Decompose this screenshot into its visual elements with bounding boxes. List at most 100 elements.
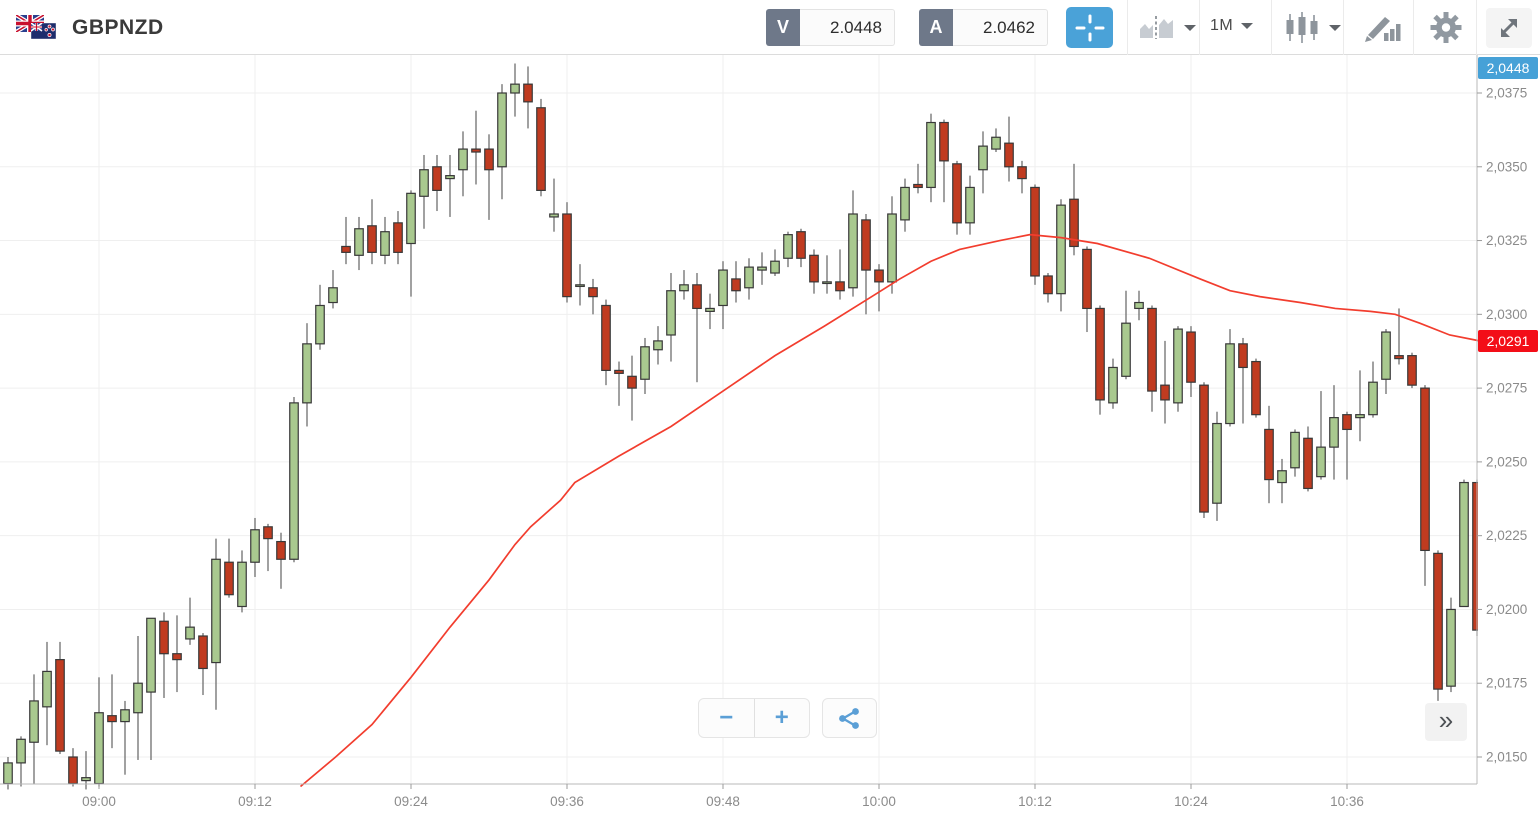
candle <box>1173 326 1183 412</box>
fullscreen-button[interactable] <box>1486 8 1532 48</box>
chevron-down-icon <box>1184 24 1196 31</box>
candle <box>289 396 299 563</box>
y-axis-label: 2,0375 <box>1486 86 1527 101</box>
x-axis-label: 09:24 <box>394 794 428 809</box>
candle <box>614 361 624 406</box>
zoom-controls: − + <box>698 698 810 738</box>
sell-label: V <box>766 9 800 46</box>
candle <box>926 113 936 203</box>
candle <box>692 273 702 383</box>
zoom-in-button[interactable]: + <box>774 704 789 731</box>
candle <box>1433 550 1443 701</box>
candle <box>770 249 780 276</box>
candle <box>1147 305 1157 412</box>
zoom-out-button[interactable]: − <box>719 704 734 731</box>
toolbar-separator <box>1271 0 1272 55</box>
candle <box>1264 405 1274 504</box>
sell-price: 2.0448 <box>800 9 895 46</box>
candle <box>757 252 767 285</box>
candle <box>1056 199 1066 312</box>
candle <box>796 228 806 268</box>
candle <box>458 131 468 197</box>
candlestick-chart-icon <box>1286 12 1318 43</box>
timeframe-selector[interactable]: 1M <box>1210 17 1254 35</box>
crosshair-icon <box>1075 14 1104 41</box>
candle <box>1342 411 1352 480</box>
candle <box>198 633 208 696</box>
candle <box>133 636 143 760</box>
candle <box>1381 329 1391 395</box>
candle <box>471 110 481 185</box>
buy-price: 2.0462 <box>953 9 1048 46</box>
y-axis-label: 2,0350 <box>1486 159 1527 174</box>
candle <box>705 293 715 330</box>
x-axis-label: 09:12 <box>238 794 272 809</box>
crosshair-tool-button[interactable] <box>1066 7 1113 48</box>
nz-flag-icon <box>31 23 56 39</box>
candle <box>1121 290 1131 380</box>
candle <box>861 213 871 315</box>
instrument-flags <box>16 13 66 43</box>
candle <box>783 231 793 268</box>
y-axis-label: 2,0150 <box>1486 749 1527 764</box>
candle <box>354 216 364 271</box>
chart-settings-button[interactable] <box>1428 10 1464 45</box>
candle <box>1303 426 1313 492</box>
candle <box>653 326 663 365</box>
sell-price-axis-badge: 2,0448 <box>1478 57 1538 79</box>
candle <box>588 278 598 315</box>
candle <box>978 131 988 194</box>
candle <box>1108 358 1118 409</box>
candle <box>419 154 429 229</box>
candle <box>328 270 338 309</box>
y-axis-label: 2,0300 <box>1486 307 1527 322</box>
moving-average-line <box>299 233 1480 788</box>
scroll-to-latest-button[interactable]: » <box>1425 703 1467 741</box>
y-axis-label: 2,0175 <box>1486 676 1527 691</box>
candle <box>380 216 390 265</box>
candle <box>874 264 884 312</box>
candle <box>445 154 455 217</box>
candle <box>1420 385 1430 586</box>
candle <box>302 323 312 427</box>
candle <box>94 677 104 787</box>
candle <box>822 255 832 294</box>
chart-type-selector[interactable] <box>1283 12 1341 43</box>
candle <box>367 199 377 265</box>
candle <box>900 178 910 232</box>
candle <box>679 270 689 300</box>
chevron-down-icon <box>1241 23 1254 29</box>
share-button[interactable] <box>822 698 877 738</box>
candle <box>211 538 221 710</box>
candle <box>1277 458 1287 504</box>
candlestick-chart[interactable]: 2,0375 2,0350 2,0325 2,0300 2,0275 2,0250 2,02… <box>0 55 1540 820</box>
candle <box>1095 305 1105 415</box>
candle <box>809 249 819 294</box>
candle <box>1238 337 1248 424</box>
drawing-tools-button[interactable] <box>1360 12 1402 43</box>
candle <box>1186 326 1196 397</box>
candle <box>250 517 260 577</box>
candle <box>731 261 741 303</box>
candle <box>991 128 1001 153</box>
candle <box>1251 358 1261 418</box>
compare-charts-button[interactable] <box>1138 14 1196 41</box>
candle <box>965 175 975 235</box>
candle <box>185 597 195 645</box>
candle <box>718 261 728 330</box>
buy-quote[interactable]: A 2.0462 <box>919 9 1048 46</box>
candle <box>523 66 533 129</box>
candle <box>848 190 858 297</box>
candle <box>172 615 182 693</box>
candle <box>1017 160 1027 194</box>
sell-quote[interactable]: V 2.0448 <box>766 9 895 46</box>
candle <box>640 337 650 395</box>
expand-arrows-icon <box>1501 19 1517 37</box>
candle <box>1329 385 1339 480</box>
candle <box>341 216 351 265</box>
candle <box>315 284 325 350</box>
chart-canvas-area: 2,0375 2,0350 2,0325 2,0300 2,0275 2,0250 2,02… <box>0 55 1540 820</box>
candle <box>1225 329 1235 427</box>
toolbar-separator <box>1127 0 1128 55</box>
